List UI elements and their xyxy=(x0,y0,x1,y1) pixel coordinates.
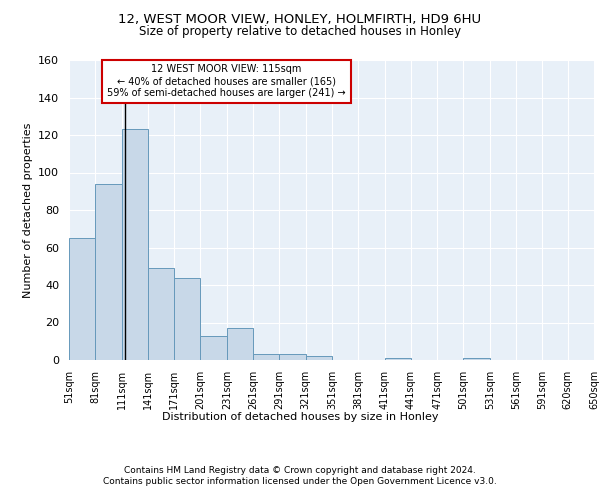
Text: Contains HM Land Registry data © Crown copyright and database right 2024.: Contains HM Land Registry data © Crown c… xyxy=(124,466,476,475)
Bar xyxy=(280,354,305,360)
Bar xyxy=(69,238,95,360)
Text: Size of property relative to detached houses in Honley: Size of property relative to detached ho… xyxy=(139,25,461,38)
Bar xyxy=(305,356,332,360)
Text: 12 WEST MOOR VIEW: 115sqm
← 40% of detached houses are smaller (165)
59% of semi: 12 WEST MOOR VIEW: 115sqm ← 40% of detac… xyxy=(107,64,346,98)
Bar xyxy=(148,268,174,360)
Bar xyxy=(122,130,148,360)
Bar xyxy=(174,278,200,360)
Y-axis label: Number of detached properties: Number of detached properties xyxy=(23,122,32,298)
Bar xyxy=(385,358,411,360)
Bar xyxy=(200,336,227,360)
Bar xyxy=(95,184,122,360)
Text: 12, WEST MOOR VIEW, HONLEY, HOLMFIRTH, HD9 6HU: 12, WEST MOOR VIEW, HONLEY, HOLMFIRTH, H… xyxy=(118,12,482,26)
Bar xyxy=(463,358,490,360)
Bar xyxy=(227,328,253,360)
Bar xyxy=(253,354,280,360)
Text: Distribution of detached houses by size in Honley: Distribution of detached houses by size … xyxy=(162,412,438,422)
Text: Contains public sector information licensed under the Open Government Licence v3: Contains public sector information licen… xyxy=(103,477,497,486)
